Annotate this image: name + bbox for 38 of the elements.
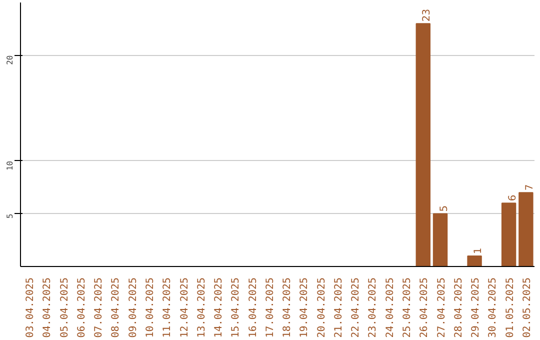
x-tick-label: 30.04.2025 xyxy=(488,277,499,338)
y-tick-label: 20 xyxy=(6,55,14,65)
x-tick-label: 27.04.2025 xyxy=(436,277,448,338)
y-tick-label: 10 xyxy=(6,160,14,171)
data-label: 7 xyxy=(524,184,536,191)
x-tick-label: 04.04.2025 xyxy=(42,277,54,338)
x-tick-label: 10.04.2025 xyxy=(145,277,156,338)
data-label: 23 xyxy=(422,8,433,22)
x-tick-label: 08.04.2025 xyxy=(110,277,122,338)
x-tick-label: 25.04.2025 xyxy=(402,277,413,338)
x-tick-label: 21.04.2025 xyxy=(333,277,344,338)
x-tick-label: 01.05.2025 xyxy=(504,277,516,338)
x-tick-label: 24.04.2025 xyxy=(384,277,396,338)
x-tick-label: 14.04.2025 xyxy=(214,277,225,338)
data-label: 1 xyxy=(473,248,484,254)
x-tick-label: 16.04.2025 xyxy=(248,277,259,338)
x-tick-label: 02.05.2025 xyxy=(522,277,533,338)
x-tick-label: 11.04.2025 xyxy=(162,277,174,338)
x-tick-label: 09.04.2025 xyxy=(128,277,139,338)
x-tick-label: 06.04.2025 xyxy=(76,277,88,338)
x-tick-label: 26.04.2025 xyxy=(419,277,430,338)
x-tick-label: 03.04.2025 xyxy=(25,277,36,338)
data-label: 5 xyxy=(438,205,450,212)
x-tick-label: 07.04.2025 xyxy=(94,277,105,338)
x-tick-label: 19.04.2025 xyxy=(299,277,310,338)
x-tick-label: 20.04.2025 xyxy=(316,277,328,338)
x-tick-label: 12.04.2025 xyxy=(179,277,190,338)
x-tick-label: 13.04.2025 xyxy=(196,277,208,338)
x-tick-label: 28.04.2025 xyxy=(453,277,464,338)
x-tick-label: 17.04.2025 xyxy=(264,277,276,338)
x-tick-label: 18.04.2025 xyxy=(282,277,294,338)
x-tick-label: 29.04.2025 xyxy=(470,277,482,338)
x-tick-label: 22.04.2025 xyxy=(350,277,362,338)
y-tick-label: 5 xyxy=(6,214,14,219)
x-tick-label: 15.04.2025 xyxy=(230,277,242,338)
x-tick-label: 05.04.2025 xyxy=(59,277,70,338)
x-tick-label: 23.04.2025 xyxy=(368,277,379,338)
data-label: 6 xyxy=(507,194,518,202)
